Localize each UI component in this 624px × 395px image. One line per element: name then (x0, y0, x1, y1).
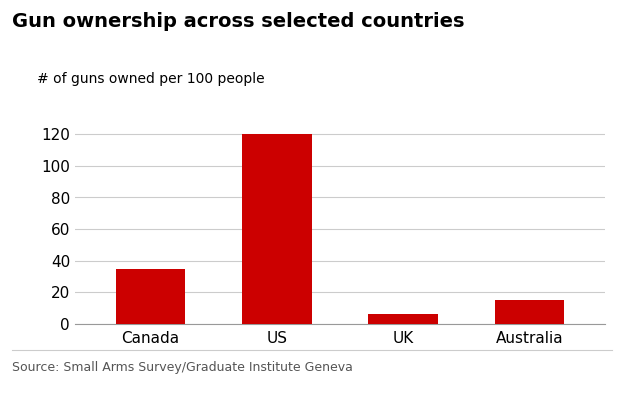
Bar (116, 269, 185, 324)
Bar (495, 300, 564, 324)
Text: B: B (540, 361, 550, 374)
Text: Source: Small Arms Survey/Graduate Institute Geneva: Source: Small Arms Survey/Graduate Insti… (12, 361, 353, 374)
Text: # of guns owned per 100 people: # of guns owned per 100 people (37, 72, 265, 86)
Bar (242, 134, 311, 324)
Bar (369, 314, 438, 324)
Text: C: C (591, 361, 600, 374)
Text: Gun ownership across selected countries: Gun ownership across selected countries (12, 12, 465, 31)
Text: B: B (565, 361, 575, 374)
